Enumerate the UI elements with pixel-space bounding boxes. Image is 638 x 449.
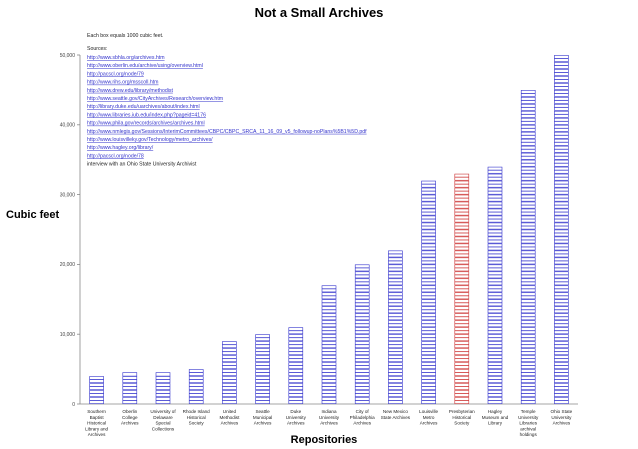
category-label: New Mexico State Archives — [381, 409, 411, 420]
bar — [155, 372, 171, 404]
y-tick-label: 50,000 — [60, 53, 76, 59]
bar — [321, 285, 337, 404]
category-label: University of Delaware Special Collections — [150, 409, 176, 431]
category-label: City of Philadelphia Archives — [350, 409, 375, 426]
sources-label: Sources: — [87, 46, 107, 52]
bar — [388, 250, 403, 404]
y-tick-label: 30,000 — [60, 192, 76, 198]
category-label: Presbyterian Historical Society — [449, 409, 475, 426]
bar — [487, 166, 503, 404]
category-label: Hagley Museum and Library — [482, 409, 509, 426]
category-label: Duke University Archives — [286, 409, 307, 426]
category-label: Seattle Municipal Archives — [253, 409, 272, 426]
source-link[interactable]: http://www.nmlegis.gov/Sessions/InterimC… — [87, 129, 367, 135]
bar — [554, 55, 569, 404]
chart-title: Not a Small Archives — [255, 5, 384, 20]
category-label: Oberlin College Archives — [121, 409, 139, 426]
category-label: Rhode Island Historical Society — [183, 409, 211, 426]
bar — [421, 180, 436, 404]
source-link[interactable]: http://pacscl.org/node/78 — [87, 153, 144, 159]
y-tick-label: 10,000 — [60, 332, 76, 338]
bar — [255, 334, 270, 404]
box-mark-partial — [155, 372, 171, 377]
category-label: Southern Baptist Historical Library and Arch… — [85, 409, 108, 437]
y-axis-title: Cubic feet — [6, 209, 60, 221]
bar — [222, 341, 237, 404]
source-link[interactable]: http://www.phila.gov/records/archives/ar… — [87, 121, 205, 127]
bar — [520, 90, 536, 404]
source-link[interactable]: http://www.libraries.iub.edu/index.php?p… — [87, 112, 206, 118]
category-label: Ohio State University Archives — [551, 409, 573, 426]
bar — [288, 327, 304, 404]
bar — [122, 372, 138, 404]
source-link[interactable]: http://www.hagley.org/library/ — [87, 145, 154, 151]
source-notes: Each box equals 1000 cubic feet. Sources… — [87, 33, 367, 168]
bar — [89, 376, 104, 404]
category-label: Temple University Libraries archival holding… — [518, 409, 539, 437]
category-label: Indiana University Archives — [319, 409, 340, 426]
box-mark-partial — [122, 372, 138, 377]
source-link[interactable]: http://pacscl.org/node/79 — [87, 71, 144, 77]
bar — [354, 264, 370, 404]
y-tick-label: 0 — [72, 402, 75, 408]
y-tick-label: 40,000 — [60, 123, 76, 129]
x-axis-title: Repositories — [291, 434, 358, 446]
source-link[interactable]: http://www.rihs.org/msscoll.htm — [87, 80, 159, 86]
axes: 0 10,000 20,000 30,000 40,000 50,000 — [60, 53, 578, 408]
y-tick-label: 20,000 — [60, 262, 76, 268]
source-link[interactable]: http://library.duke.edu/uarchives/about/… — [87, 104, 200, 110]
source-link[interactable]: http://www.seattle.gov/CityArchives/Rese… — [87, 96, 223, 102]
bars — [89, 55, 569, 404]
source-link[interactable]: http://www.oberlin.edu/archive/using/ove… — [87, 63, 203, 69]
category-label: Louisville Metro Archives — [419, 409, 438, 426]
unit-note: Each box equals 1000 cubic feet. — [87, 33, 163, 39]
category-label: United Methodist Archives — [219, 409, 240, 426]
interview-note: interview with an Ohio State University … — [87, 162, 197, 168]
bar — [454, 173, 470, 404]
bar — [188, 369, 204, 404]
source-link[interactable]: http://www.drew.edu/library/methodist — [87, 88, 173, 94]
source-link[interactable]: http://www.louisvilleky.gov/Technology/m… — [87, 137, 213, 143]
source-link[interactable]: http://www.sbhla.org/archives.htm — [87, 55, 165, 61]
category-labels: Southern Baptist Historical Library and Arch… — [85, 409, 573, 437]
